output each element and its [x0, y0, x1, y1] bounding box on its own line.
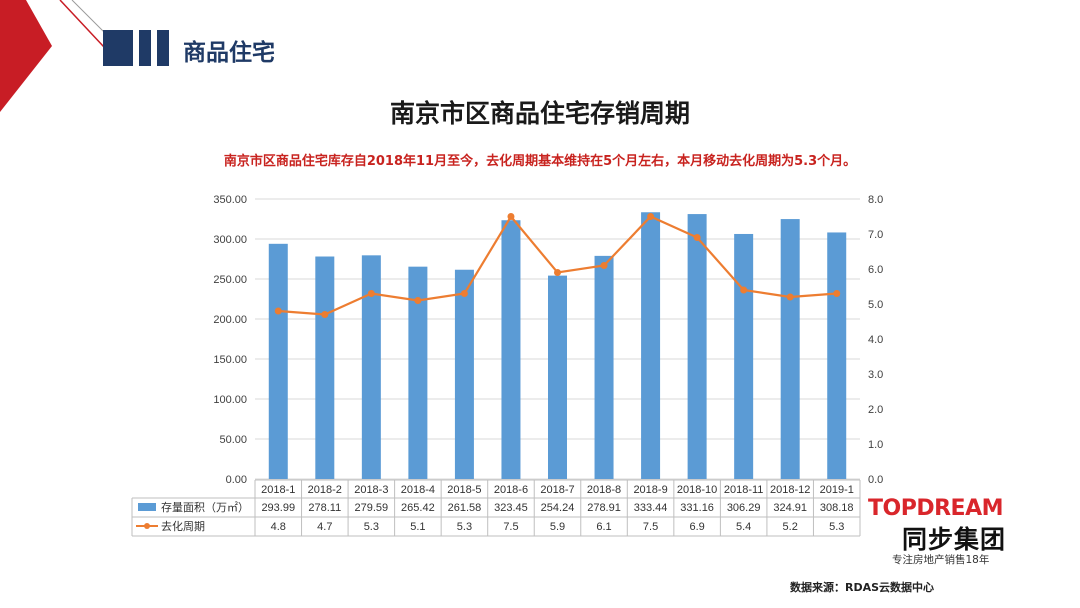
category-label: 2018-8 [587, 484, 621, 496]
left-axis-tick-label: 150.00 [213, 354, 247, 366]
line-point [274, 307, 282, 315]
bar [408, 266, 428, 479]
page-title: 商品住宅 [183, 40, 275, 66]
bar [687, 214, 707, 479]
line-point [321, 311, 329, 318]
line-data-label: 5.1 [410, 521, 425, 533]
left-axis-tick-label: 200.00 [213, 314, 247, 326]
line-data-label: 6.9 [689, 521, 704, 533]
bar-data-label: 308.18 [820, 502, 854, 514]
bar-data-label: 278.91 [587, 502, 621, 514]
line-data-label: 5.3 [364, 521, 379, 533]
line-point [460, 290, 468, 297]
data-source-note: 数据来源：RDAS云数据中心 [790, 581, 935, 594]
left-axis-tick-label: 50.00 [219, 434, 247, 446]
line-point [740, 286, 748, 294]
line-data-label: 5.2 [783, 521, 798, 533]
category-label: 2018-2 [308, 484, 342, 496]
bar-data-label: 306.29 [727, 502, 761, 514]
brand-logo-cn: 同步集团 [902, 525, 1007, 554]
line-data-label: 5.4 [736, 521, 751, 533]
line-point [414, 297, 422, 304]
bar-data-label: 254.24 [541, 502, 575, 514]
category-label: 2018-5 [447, 484, 481, 496]
category-label: 2018-7 [540, 484, 574, 496]
brand-slogan: 专注房地产销售18年 [892, 554, 990, 566]
bar-data-label: 324.91 [773, 502, 807, 514]
category-label: 2018-10 [677, 484, 717, 496]
bar [361, 255, 381, 479]
bar [780, 219, 800, 479]
line-point [367, 290, 375, 297]
line-data-label: 7.5 [503, 521, 518, 533]
chart-title: 南京市区商品住宅存销周期 [389, 99, 690, 128]
line-point [833, 290, 841, 297]
right-axis-tick-label: 2.0 [868, 404, 883, 416]
brand-logo-en: TOPDREAM [868, 496, 1003, 521]
line-data-label: 4.7 [317, 521, 332, 533]
right-axis-tick-label: 5.0 [868, 299, 883, 311]
line-data-label: 5.9 [550, 521, 565, 533]
line-data-label: 6.1 [596, 521, 611, 533]
legend-label-line: 去化周期 [161, 519, 205, 533]
bar-data-label: 261.58 [448, 502, 482, 514]
bar-data-label: 323.45 [494, 502, 528, 514]
bar [501, 220, 521, 480]
line-data-label: 7.5 [643, 521, 658, 533]
bar [268, 243, 288, 479]
line-point [693, 234, 701, 241]
right-axis-tick-label: 4.0 [868, 334, 883, 346]
category-label: 2019-1 [820, 484, 854, 496]
line-point [600, 262, 608, 269]
right-axis-tick-label: 0.0 [868, 474, 883, 486]
bar-data-label: 331.16 [680, 502, 714, 514]
right-axis-tick-label: 6.0 [868, 264, 883, 276]
header-logo-blocks [103, 30, 173, 66]
right-axis-tick-label: 7.0 [868, 229, 883, 241]
bar-data-label: 293.99 [261, 502, 295, 514]
bar [548, 275, 567, 479]
legend-label-bar: 存量面积（万㎡） [161, 500, 249, 514]
category-label: 2018-12 [770, 484, 810, 496]
line-point [507, 213, 515, 220]
left-axis-tick-label: 350.00 [213, 194, 247, 206]
bar-data-label: 265.42 [401, 502, 435, 514]
left-axis-tick-label: 250.00 [213, 274, 247, 286]
left-axis-tick-label: 100.00 [213, 394, 247, 406]
line-point [786, 293, 794, 301]
line-point [554, 269, 561, 276]
bar [454, 269, 474, 479]
legend-key-bar [138, 503, 156, 511]
bar [641, 212, 661, 480]
bar-data-label: 279.59 [355, 502, 389, 514]
category-label: 2018-9 [633, 484, 667, 496]
bar-data-label: 278.11 [308, 502, 341, 514]
bar [315, 256, 335, 479]
line-data-label: 5.3 [457, 521, 472, 533]
bar [594, 255, 614, 479]
line-point [647, 213, 655, 220]
category-label: 2018-11 [724, 484, 764, 496]
category-label: 2018-3 [354, 484, 388, 496]
line-data-label: 5.3 [829, 521, 844, 533]
line-data-label: 4.8 [271, 521, 286, 533]
category-label: 2018-6 [494, 484, 528, 496]
bar [827, 232, 847, 479]
right-axis-tick-label: 8.0 [868, 194, 883, 206]
category-label: 2018-4 [401, 484, 435, 496]
bar-data-label: 333.44 [634, 502, 668, 514]
right-axis-tick-label: 3.0 [868, 369, 883, 381]
left-axis-tick-label: 0.00 [226, 474, 247, 486]
bar [734, 233, 754, 479]
left-axis-tick-label: 300.00 [213, 234, 247, 246]
category-label: 2018-1 [261, 484, 295, 496]
chart-subtitle: 南京市区商品住宅库存自2018年11月至今，去化周期基本维持在5个月左右，本月移… [223, 154, 857, 169]
legend-key-line-marker [144, 523, 150, 529]
right-axis-tick-label: 1.0 [868, 439, 883, 451]
